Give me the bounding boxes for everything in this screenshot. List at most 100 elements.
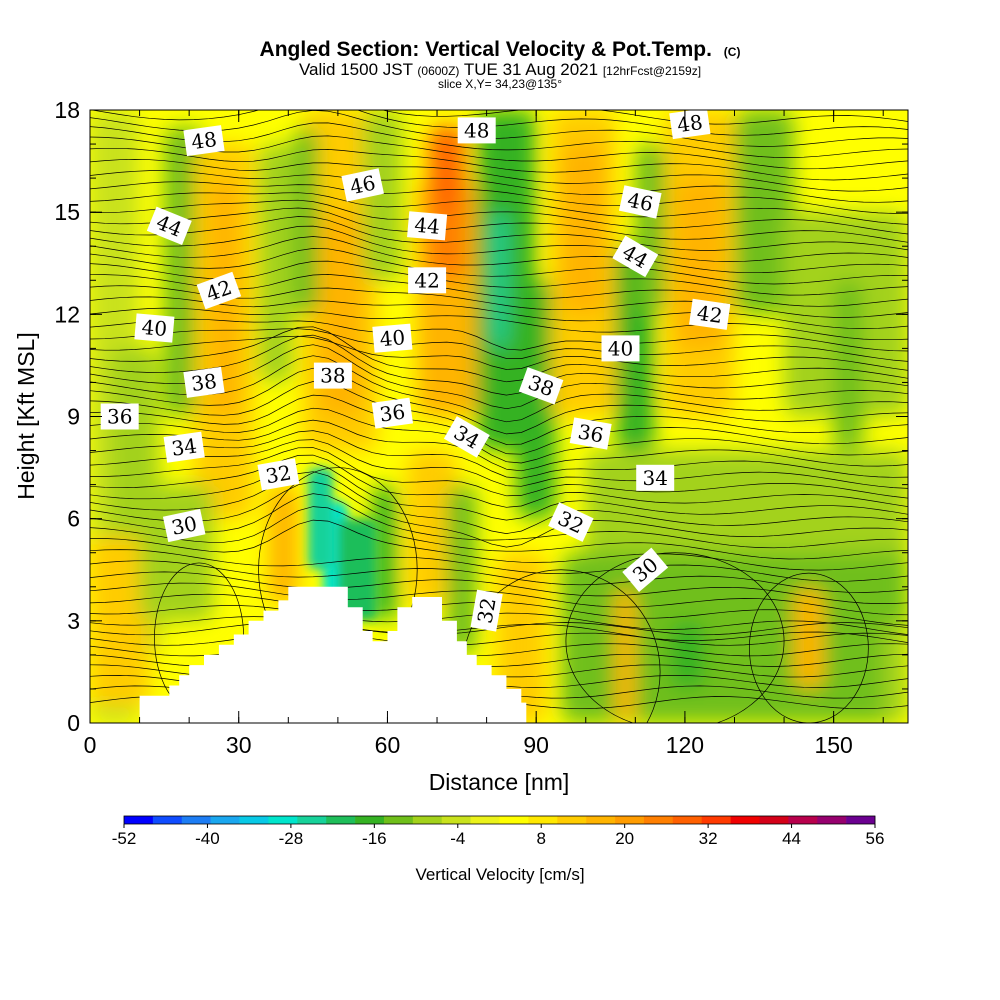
- colorbar-swatch: [586, 816, 616, 824]
- contour-line: [90, 170, 908, 203]
- colorbar-tick-label: 44: [782, 829, 801, 848]
- field-patch: [883, 620, 908, 723]
- colorbar-swatch: [672, 816, 702, 824]
- contour-line: [565, 552, 785, 723]
- contour-line: [90, 430, 908, 479]
- colorbar-swatch: [470, 816, 500, 824]
- terrain-mask: [90, 586, 527, 723]
- chart-title-mark: (C): [724, 45, 741, 59]
- contour-line: [90, 110, 908, 147]
- contour-label: 30: [162, 508, 206, 543]
- contour-label-text: 36: [107, 405, 132, 429]
- contour-line: [90, 318, 908, 352]
- subtitle-utc: (0600Z): [417, 64, 459, 78]
- contour-line: [90, 549, 908, 582]
- contour-line: [90, 394, 908, 455]
- contour-label-text: 48: [190, 127, 219, 154]
- field-patch: [496, 552, 547, 723]
- contour-label-text: 42: [414, 268, 439, 292]
- potential-temperature-contours: [90, 110, 908, 723]
- colorbar-swatch: [412, 816, 443, 824]
- colorbar-swatch: [181, 816, 211, 824]
- contour-label: 44: [407, 211, 448, 241]
- field-patch: [560, 144, 606, 315]
- colorbar-swatch: [643, 816, 674, 824]
- field-patch: [308, 467, 333, 570]
- contour-label: 38: [518, 367, 564, 405]
- contour-label: 36: [100, 403, 139, 430]
- contour-line: [90, 454, 908, 508]
- colorbar: -52 -40 -28 -16 -4 8 20 32 44 56 Vertical Velocit…: [112, 815, 885, 884]
- contour-line: [90, 207, 908, 243]
- contour-label-text: 38: [320, 364, 345, 388]
- contour-label-text: 40: [608, 336, 633, 360]
- colorbar-swatch: [124, 816, 154, 824]
- colorbar-swatch: [615, 816, 645, 824]
- contour-label-text: 32: [473, 596, 501, 625]
- contour-label-text: 38: [190, 369, 219, 396]
- x-axis-label: Distance [nm]: [429, 769, 570, 795]
- colorbar-swatch: [355, 816, 385, 824]
- contour-label-text: 48: [676, 110, 705, 137]
- field-patch: [258, 144, 294, 383]
- contour-line: [90, 326, 908, 383]
- colorbar-swatch: [701, 816, 731, 824]
- colorbar-swatch: [383, 816, 414, 824]
- contour-line: [90, 236, 908, 274]
- contour-label-text: 34: [170, 434, 199, 461]
- subtitle-forecast: [12hrFcst@2159z]: [603, 64, 701, 78]
- x-tick-label: 60: [375, 732, 401, 758]
- colorbar-swatches: [123, 815, 876, 825]
- contour-label-text: 44: [413, 213, 440, 239]
- field-patch: [362, 110, 403, 281]
- contour-label-text: 40: [141, 315, 168, 341]
- chart-subtitle: Valid 1500 JST (0600Z) TUE 31 Aug 2021 […: [299, 60, 701, 79]
- subtitle-date: TUE 31 Aug 2021: [464, 60, 598, 79]
- contour-label: 40: [134, 313, 175, 343]
- contour-line: [90, 616, 908, 643]
- contour-label: 48: [183, 125, 225, 157]
- field-patch: [734, 110, 794, 315]
- contour-line: [90, 481, 908, 548]
- subtitle-valid: Valid 1500 JST: [299, 60, 413, 79]
- contour-line: [90, 159, 908, 192]
- y-tick-label: 18: [54, 97, 80, 123]
- colorbar-swatch: [759, 816, 789, 824]
- x-tick-label: 0: [84, 732, 97, 758]
- y-tick-label: 9: [67, 404, 80, 430]
- colorbar-swatch: [210, 816, 240, 824]
- contour-line: [381, 110, 908, 125]
- colorbar-swatch: [788, 816, 818, 824]
- contour-line: [90, 622, 908, 636]
- contour-line: [90, 216, 908, 251]
- y-tick-label: 0: [67, 710, 80, 736]
- contour-label: 42: [408, 267, 447, 294]
- contour-label: 44: [146, 206, 192, 245]
- field-patch: [90, 535, 150, 706]
- contour-line: [90, 296, 908, 329]
- colorbar-swatch: [730, 816, 760, 824]
- colorbar-swatch: [528, 816, 558, 824]
- contour-line: [90, 199, 908, 235]
- contour-line: [90, 462, 908, 521]
- y-tick-label: 6: [67, 506, 80, 532]
- contour-label: 46: [619, 185, 662, 219]
- contour-label-text: 42: [695, 301, 724, 328]
- contour-line: [90, 135, 908, 170]
- contour-line: [90, 506, 908, 560]
- colorbar-tick-label: 56: [866, 829, 885, 848]
- colorbar-tick-label: -40: [195, 829, 220, 848]
- contour-label: 42: [689, 298, 731, 330]
- field-patch: [615, 586, 636, 723]
- field-patch: [268, 484, 299, 604]
- field-patch: [833, 280, 864, 451]
- contour-line: [90, 381, 908, 445]
- colorbar-tick-label: -52: [112, 829, 137, 848]
- colorbar-tick-label: -16: [362, 829, 387, 848]
- colorbar-tick-label: 20: [615, 829, 634, 848]
- colorbar-swatch: [268, 816, 298, 824]
- contour-line: [90, 192, 908, 225]
- y-tick-label: 3: [67, 608, 80, 634]
